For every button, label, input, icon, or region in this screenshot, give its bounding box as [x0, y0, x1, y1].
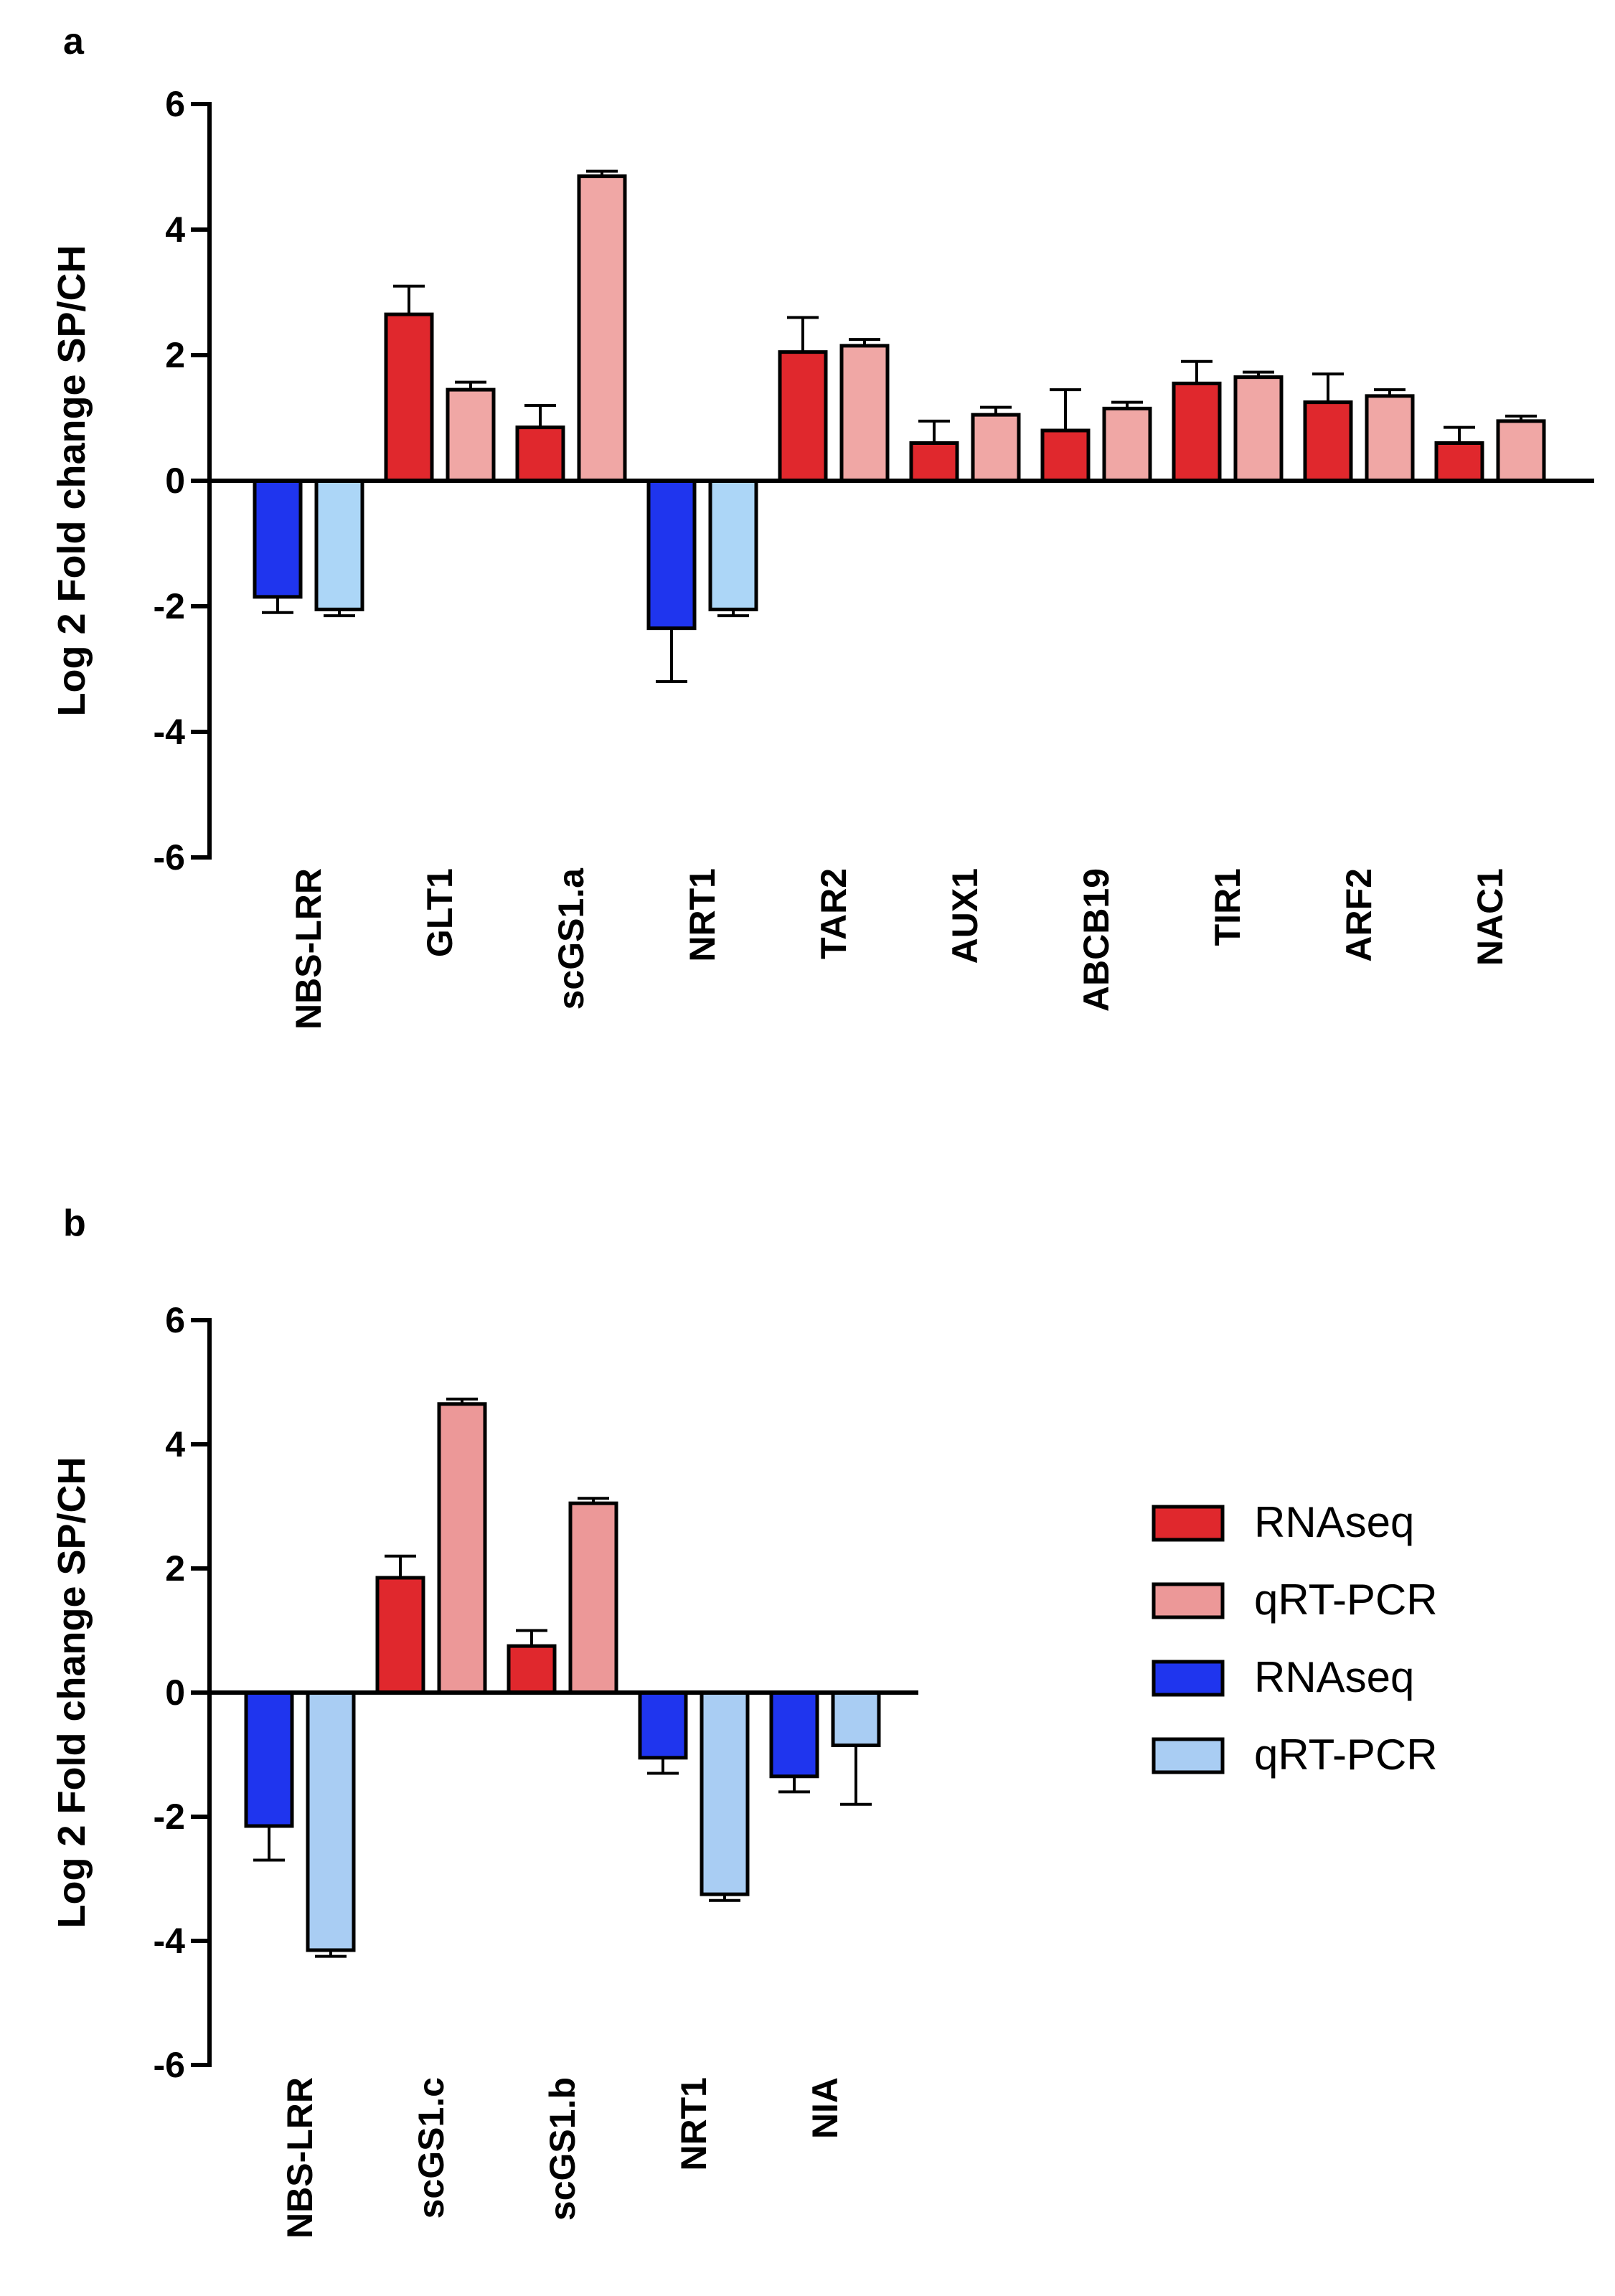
panel-letter: a — [63, 21, 85, 62]
y-tick-label: 2 — [165, 1548, 185, 1589]
category-label: NIA — [805, 2077, 845, 2139]
bar-qrt-pcr-tar2 — [839, 344, 890, 483]
category-label: ARF2 — [1339, 868, 1379, 962]
category-label: scGS1.a — [551, 867, 591, 1010]
category-label: GLT1 — [420, 868, 460, 957]
legend-swatch — [1152, 1737, 1225, 1774]
category-label: scGS1.c — [411, 2077, 451, 2219]
bar-rnaseq-tar2 — [778, 350, 828, 483]
bar-qrt-pcr-nbs-lrr — [306, 1690, 356, 1952]
y-tick-label: -4 — [154, 712, 186, 752]
bar-qrt-pcr-arf2 — [1365, 394, 1415, 483]
category-label: TIR1 — [1207, 868, 1248, 946]
y-tick-label: 2 — [165, 335, 185, 375]
bar-rnaseq-nbs-lrr — [244, 1690, 294, 1828]
legend: RNAseq qRT-PCR RNAseq qRT-PCR — [1152, 1498, 1438, 1779]
legend-swatch — [1152, 1582, 1225, 1619]
legend-label: qRT-PCR — [1254, 1576, 1438, 1624]
legend-swatch — [1152, 1660, 1225, 1697]
bar-rnaseq-scgs1-b — [507, 1644, 557, 1695]
bar-qrt-pcr-nrt1 — [700, 1690, 750, 1896]
bar-qrt-pcr-scgs1-b — [568, 1501, 618, 1695]
legend-label: RNAseq — [1254, 1653, 1414, 1701]
y-tick-label: 0 — [165, 1672, 185, 1713]
category-label: NBS-LRR — [280, 2077, 320, 2239]
bar-rnaseq-abcb19 — [1040, 428, 1091, 483]
bar-qrt-pcr-aux1 — [971, 413, 1021, 483]
bar-qrt-pcr-glt1 — [446, 387, 496, 483]
y-tick-label: -2 — [154, 1797, 185, 1837]
bar-rnaseq-glt1 — [384, 312, 434, 483]
y-tick-label: 4 — [165, 210, 185, 250]
y-axis-title: Log 2 Fold change SP/CH — [50, 245, 93, 716]
panel-b: b Log 2 Fold change SP/CH 6 4 2 0 -2 -4 -6 NBS-LR… — [50, 1203, 918, 2239]
bar-rnaseq-scgs1-a — [515, 425, 565, 483]
y-tick-label: -2 — [154, 586, 185, 626]
bar-qrt-pcr-nia — [831, 1690, 881, 1748]
category-label: NRT1 — [682, 868, 722, 962]
legend-label: qRT-PCR — [1254, 1731, 1438, 1779]
bar-rnaseq-nac1 — [1434, 441, 1484, 483]
y-tick-label: 4 — [165, 1424, 185, 1464]
category-label: NAC1 — [1470, 868, 1510, 966]
y-tick-label: -4 — [154, 1921, 186, 1961]
y-tick-label: 6 — [165, 84, 185, 124]
y-tick-label: -6 — [154, 837, 185, 878]
panel-letter: b — [63, 1203, 86, 1244]
category-label: scGS1.b — [542, 2077, 583, 2221]
bar-rnaseq-nbs-lrr — [253, 479, 303, 599]
bar-qrt-pcr-nac1 — [1496, 419, 1546, 483]
legend-swatch — [1152, 1505, 1225, 1542]
bar-rnaseq-tir1 — [1172, 381, 1222, 483]
bar-rnaseq-arf2 — [1303, 400, 1353, 483]
bar-rnaseq-nrt1 — [646, 479, 697, 631]
y-tick-label: 0 — [165, 461, 185, 501]
legend-label: RNAseq — [1254, 1498, 1414, 1546]
category-label: AUX1 — [945, 868, 985, 964]
panel-a: a Log 2 Fold change SP/CH 6 4 2 0 -2 -4 -6 NBS-LR… — [50, 21, 1594, 1030]
bar-qrt-pcr-nbs-lrr — [314, 479, 364, 611]
category-label: TAR2 — [814, 868, 854, 959]
bar-rnaseq-aux1 — [909, 441, 959, 483]
bar-qrt-pcr-abcb19 — [1102, 406, 1152, 483]
y-tick-label: 6 — [165, 1300, 185, 1340]
bar-rnaseq-scgs1-c — [375, 1576, 425, 1695]
bar-qrt-pcr-scgs1-a — [577, 174, 627, 483]
bar-qrt-pcr-scgs1-c — [437, 1402, 487, 1695]
y-tick-label: -6 — [154, 2045, 185, 2085]
category-label: NBS-LRR — [288, 868, 329, 1030]
bar-rnaseq-nrt1 — [638, 1690, 688, 1760]
category-label: ABCB19 — [1076, 868, 1116, 1012]
category-label: NRT1 — [674, 2077, 714, 2171]
y-axis-title: Log 2 Fold change SP/CH — [50, 1457, 93, 1928]
bar-qrt-pcr-nrt1 — [708, 479, 758, 611]
bar-rnaseq-nia — [769, 1690, 819, 1779]
bar-qrt-pcr-tir1 — [1233, 375, 1284, 483]
